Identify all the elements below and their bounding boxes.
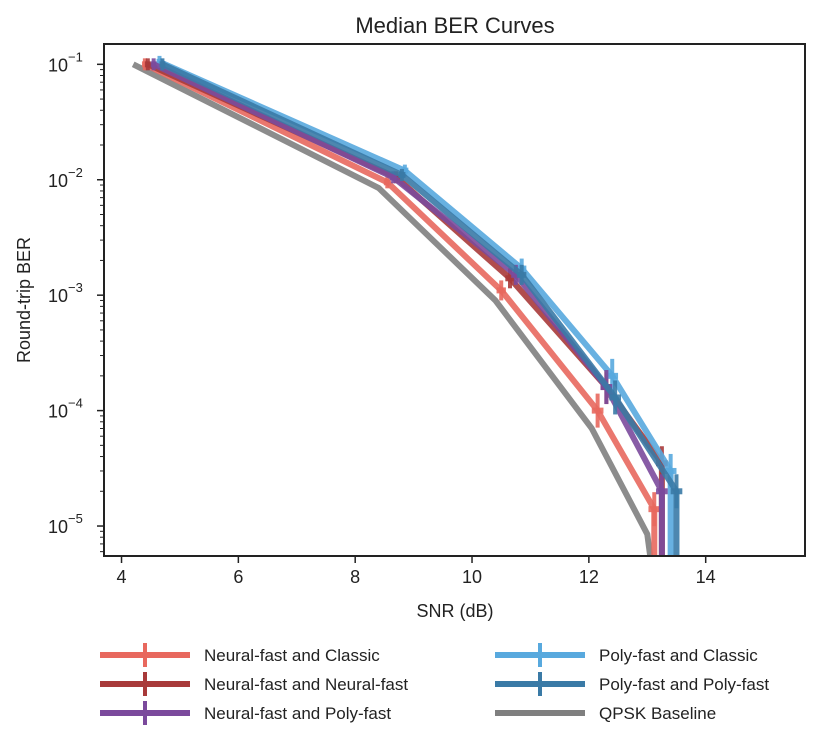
series-line xyxy=(152,61,665,556)
y-tick-label: 10 xyxy=(48,55,68,75)
series-line xyxy=(143,61,658,556)
series-line xyxy=(146,61,665,556)
plot-area xyxy=(103,43,806,557)
x-tick-label: 10 xyxy=(462,567,482,587)
y-axis-label: Round-trip BER xyxy=(14,237,34,363)
x-axis: 4 6 8 10 12 14 xyxy=(117,556,716,587)
plot-frame xyxy=(103,43,806,557)
series-qpsk-baseline xyxy=(131,61,654,557)
legend-item: Neural-fast and Poly-fast xyxy=(100,701,391,725)
x-tick-label: 8 xyxy=(350,567,360,587)
y-tick-label: 10 xyxy=(48,517,68,537)
series-line xyxy=(158,59,674,556)
legend-label: Neural-fast and Classic xyxy=(204,646,380,665)
series-layer xyxy=(131,55,683,557)
legend-item: Neural-fast and Neural-fast xyxy=(100,672,408,696)
legend-item: QPSK Baseline xyxy=(495,704,716,723)
legend-label: Neural-fast and Neural-fast xyxy=(204,675,408,694)
y-tick-label: 10 xyxy=(48,171,68,191)
y-axis: 10−110−210−310−410−5 xyxy=(48,49,104,553)
x-tick-label: 12 xyxy=(579,567,599,587)
series-neural-fast-and-poly-fast xyxy=(150,58,668,556)
series-neural-fast-and-neural-fast xyxy=(144,58,668,556)
y-tick-label: 10 xyxy=(48,286,68,306)
series-poly-fast-and-classic xyxy=(156,55,677,556)
legend-item: Poly-fast and Poly-fast xyxy=(495,672,769,696)
chart-title: Median BER Curves xyxy=(355,13,554,38)
y-tick-exponent: −2 xyxy=(68,165,83,180)
legend-label: Neural-fast and Poly-fast xyxy=(204,704,391,723)
series-poly-fast-and-poly-fast xyxy=(159,58,683,556)
series-line xyxy=(131,61,654,557)
y-tick-exponent: −5 xyxy=(68,511,83,526)
y-tick-label: 10 xyxy=(48,402,68,422)
legend: Neural-fast and Classic Neural-fast and N… xyxy=(100,643,769,725)
y-tick-exponent: −3 xyxy=(68,280,83,295)
series-line xyxy=(161,61,680,556)
legend-label: QPSK Baseline xyxy=(599,704,716,723)
x-axis-label: SNR (dB) xyxy=(416,601,493,621)
legend-label: Poly-fast and Poly-fast xyxy=(599,675,769,694)
x-tick-label: 4 xyxy=(117,567,127,587)
legend-item: Neural-fast and Classic xyxy=(100,643,380,667)
series-neural-fast-and-classic xyxy=(141,58,661,556)
legend-item: Poly-fast and Classic xyxy=(495,643,758,667)
x-tick-label: 6 xyxy=(233,567,243,587)
legend-label: Poly-fast and Classic xyxy=(599,646,758,665)
x-tick-label: 14 xyxy=(696,567,716,587)
y-tick-exponent: −1 xyxy=(68,49,83,64)
y-tick-exponent: −4 xyxy=(68,396,83,411)
